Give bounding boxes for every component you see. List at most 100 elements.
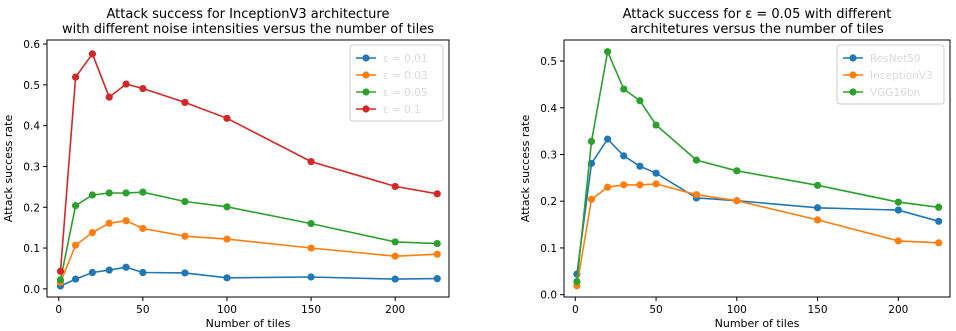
legend-swatch-marker: [849, 88, 857, 96]
data-point: [181, 197, 189, 206]
data-point: [391, 182, 399, 191]
data-point: [181, 232, 189, 240]
data-point: [71, 241, 80, 249]
data-point: [636, 97, 644, 105]
chart-title-line: Attack success for InceptionV3 architect…: [107, 7, 390, 22]
data-point: [636, 181, 644, 189]
data-point: [56, 267, 65, 275]
chart-panel-2: Attack success for ε = 0.05 with differe…: [519, 7, 908, 330]
x-tick-label: 0: [572, 304, 579, 316]
data-point: [223, 274, 231, 282]
y-tick-label: 0.1: [23, 243, 40, 255]
data-point: [223, 114, 231, 122]
plot-frame: [563, 39, 951, 298]
data-point: [620, 181, 628, 189]
legend-swatch-marker: [362, 54, 370, 62]
data-point: [391, 275, 399, 283]
data-point: [88, 228, 97, 237]
data-point: [587, 195, 596, 203]
data-point: [573, 277, 581, 286]
data-point: [139, 188, 147, 196]
data-point: [433, 239, 441, 248]
data-point: [307, 273, 315, 281]
data-point: [391, 238, 399, 246]
y-tick-label: 0.2: [540, 196, 557, 208]
data-point: [935, 239, 943, 247]
x-tick-label: 50: [649, 304, 662, 316]
y-tick-label: 0.2: [23, 202, 40, 214]
data-point: [105, 219, 113, 227]
data-point: [181, 269, 189, 277]
x-axis-label: Number of tiles: [715, 317, 800, 330]
data-point: [604, 48, 612, 56]
data-point: [604, 183, 612, 191]
data-point: [894, 237, 902, 245]
data-point: [894, 198, 902, 206]
chart-title-line: Attack success for ε = 0.05 with differe…: [623, 7, 892, 22]
series-line: [59, 219, 438, 283]
series-line: [59, 191, 438, 281]
y-tick-label: 0.4: [23, 121, 40, 133]
chart-title-line: architetures versus the number of tiles: [630, 22, 884, 37]
data-point: [122, 80, 130, 88]
data-point: [733, 197, 741, 205]
data-point: [636, 162, 644, 170]
data-point: [587, 137, 596, 145]
data-point: [307, 157, 315, 166]
data-point: [56, 276, 65, 284]
y-tick-label: 0.3: [23, 161, 40, 173]
data-point: [139, 84, 147, 93]
data-point: [935, 203, 943, 211]
data-point: [181, 98, 189, 107]
data-point: [692, 156, 701, 164]
y-axis-label: Attack success rate: [2, 115, 15, 223]
data-point: [139, 268, 147, 277]
y-tick-label: 0.5: [540, 56, 557, 68]
data-point: [692, 191, 701, 199]
legend-swatch-marker: [362, 88, 370, 96]
x-tick-label: 150: [301, 304, 321, 316]
data-point: [433, 250, 441, 258]
x-axis-label: Number of tiles: [206, 317, 291, 330]
x-tick-label: 100: [727, 304, 747, 316]
legend-box: [836, 44, 945, 105]
data-point: [652, 121, 660, 129]
data-point: [105, 266, 113, 274]
data-point: [813, 204, 822, 212]
data-point: [88, 191, 97, 199]
data-point: [223, 235, 231, 243]
data-point: [620, 152, 628, 160]
data-point: [223, 203, 231, 211]
y-tick-label: 0.1: [540, 243, 557, 255]
x-tick-label: 200: [888, 304, 908, 316]
series-line: [60, 266, 438, 287]
data-point: [652, 169, 660, 177]
chart-panel-1: Attack success for InceptionV3 architect…: [2, 7, 434, 330]
x-tick-label: 200: [385, 304, 405, 316]
data-point: [307, 219, 315, 228]
x-tick-label: 100: [217, 304, 237, 316]
y-tick-label: 0.0: [23, 284, 40, 296]
data-point: [71, 73, 80, 81]
data-point: [433, 275, 441, 283]
series-line: [576, 137, 939, 275]
data-point: [433, 190, 441, 198]
legend-swatch-marker: [849, 71, 857, 79]
data-point: [122, 263, 130, 271]
data-point: [105, 189, 113, 197]
data-point: [604, 135, 612, 143]
y-tick-label: 0.3: [540, 149, 557, 161]
x-tick-label: 150: [808, 304, 828, 316]
legend-swatch-marker: [849, 54, 857, 62]
data-point: [71, 275, 80, 283]
data-point: [935, 217, 943, 225]
legend-swatch-marker: [362, 71, 370, 79]
data-point: [139, 224, 147, 233]
data-point: [813, 216, 822, 224]
data-point: [88, 50, 97, 58]
legend-swatch-marker: [362, 105, 370, 113]
x-tick-label: 0: [55, 304, 62, 316]
y-tick-label: 0.5: [23, 80, 40, 92]
data-point: [122, 217, 130, 225]
data-point: [88, 268, 97, 277]
